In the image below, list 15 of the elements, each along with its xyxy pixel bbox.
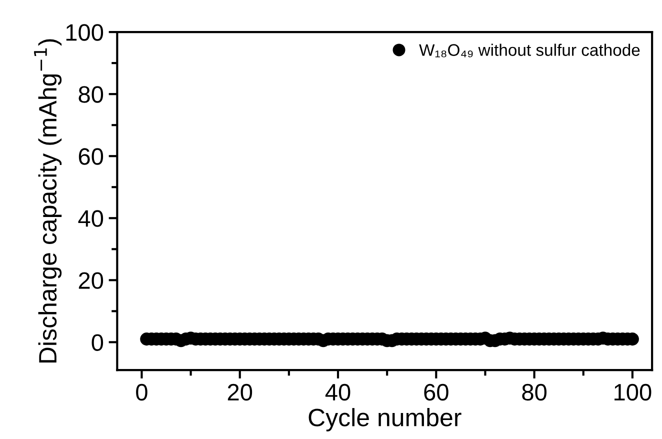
y-tick-label: 80 xyxy=(78,86,104,103)
x-tick-label: 80 xyxy=(522,384,547,401)
x-axis-title: Cycle number xyxy=(308,408,462,432)
x-tick-label: 40 xyxy=(325,384,350,401)
x-tick-label: 60 xyxy=(424,384,448,401)
legend-label: W₁₈O₄₉ without sulfur cathode xyxy=(419,44,640,58)
x-tick-label: 100 xyxy=(614,384,652,401)
x-tick-label: 20 xyxy=(228,384,252,401)
y-axis-title: Discharge capacity (mAhg$^{−1}$) xyxy=(34,39,62,363)
y-tick-label: 100 xyxy=(66,24,104,41)
y-tick-label: 60 xyxy=(78,148,104,165)
x-tick-label: 0 xyxy=(136,384,148,401)
y-tick-label: 20 xyxy=(78,272,104,289)
y-tick-label: 40 xyxy=(78,210,104,227)
y-tick-label: 0 xyxy=(92,334,104,351)
